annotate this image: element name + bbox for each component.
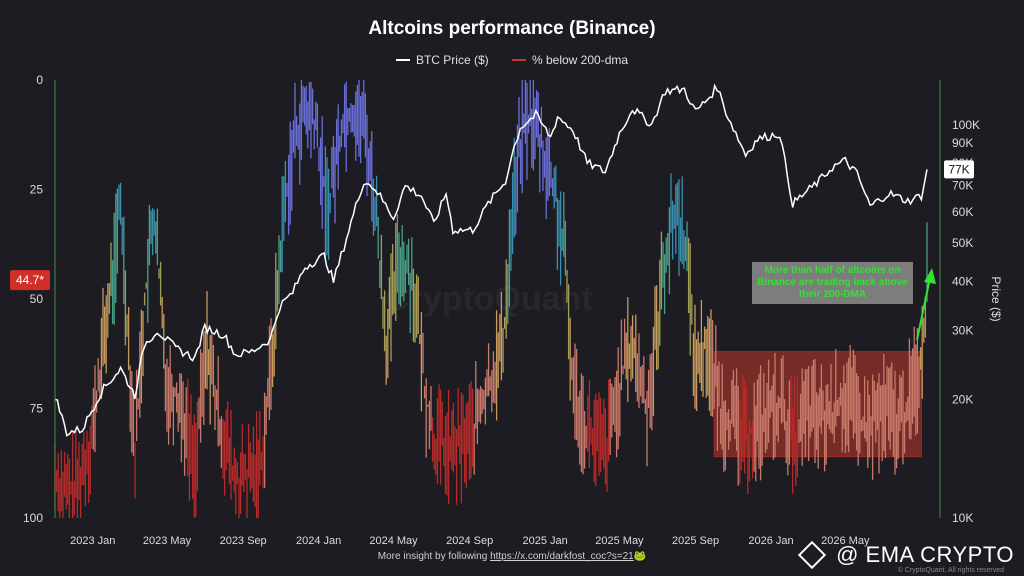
x-tick-label: 2024 Sep [446,535,493,547]
x-tick-label: 2025 Sep [672,535,719,547]
brand-logo: @ EMA CRYPTO [797,540,1014,570]
footer-suffix: 🐸 [633,551,647,562]
legend-label-btc: BTC Price ($) [415,53,489,67]
right-tick-label: 50K [952,236,973,250]
right-tick-label: 30K [952,323,973,337]
right-axis-title: Price ($) [989,276,1003,321]
binance-diamond-icon [797,540,827,570]
legend-swatch-btc [395,59,410,61]
right-tick-label: 40K [952,274,973,288]
left-tick-label: 0 [36,73,43,87]
brand-text: @ EMA CRYPTO [836,542,1014,567]
legend: BTC Price ($) % below 200-dma [0,50,1024,67]
current-pct-badge [10,270,50,291]
annotation-arrow [916,277,931,341]
left-tick-label: 100 [23,511,43,525]
current-price-label: 77K [948,162,969,176]
x-tick-label: 2025 May [595,535,644,547]
annotation-box: More than half of altcoins on Binance ar… [752,262,913,304]
x-tick-label: 2023 Jan [70,535,115,547]
right-tick-label: 60K [952,205,973,219]
copyright: © CryptoQuant. All rights reserved [897,567,1004,574]
footer-prefix: More insight by following [377,551,491,562]
x-tick-label: 2024 May [369,535,418,547]
btc-line [54,83,928,437]
footer: More insight by following https://x.com/… [0,551,1024,562]
right-tick-label: 20K [952,393,973,407]
x-tick-label: 2024 Jan [296,535,341,547]
right-tick-label: 100K [952,118,980,132]
x-tick-label: 2025 Jan [523,535,568,547]
current-price-badge [944,160,974,179]
x-tick-label: 2023 Sep [220,535,267,547]
btc-series-group [54,83,928,437]
right-tick-label: 90K [952,136,973,150]
right-tick-label: 70K [952,179,973,193]
legend-swatch-pct [511,59,526,61]
axis-labels-group: 025507510010K20K30K40K50K60K70K80K90K100… [10,73,1003,547]
axes-group [54,80,941,518]
watermark: CryptoQuant [385,280,593,318]
legend-item-btc[interactable]: BTC Price ($) [395,53,489,67]
left-tick-label: 50 [30,292,44,306]
footer-link[interactable]: https://x.com/darkfost_coc?s=21 [490,551,634,562]
x-tick-label: 2023 May [143,535,192,547]
left-tick-label: 25 [30,183,44,197]
annotation-arrowhead [924,268,936,284]
legend-item-pct[interactable]: % below 200-dma [511,53,629,67]
x-tick-label: 2026 Jan [748,535,793,547]
pct-series-group [54,80,928,518]
legend-label-pct: % below 200-dma [531,53,629,67]
chart-title: Altcoins performance (Binance) [368,18,656,39]
current-pct-label: 44.7* [16,273,44,287]
x-tick-label: 2026 May [821,535,870,547]
left-tick-label: 75 [30,402,44,416]
right-tick-label: 10K [952,511,973,525]
